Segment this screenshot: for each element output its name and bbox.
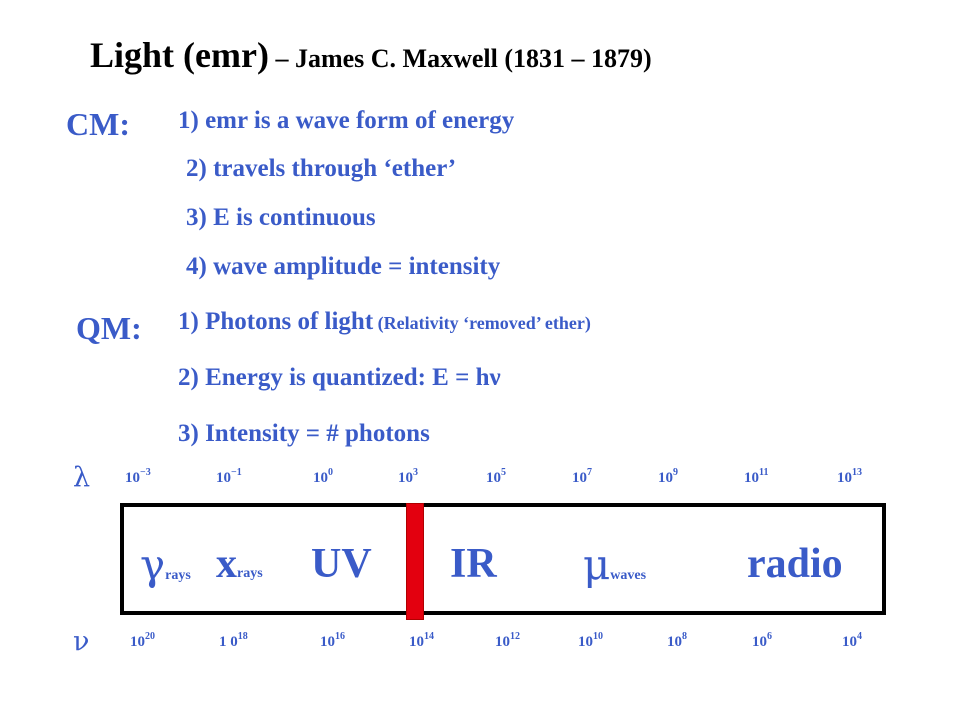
qm-item-1-main: 1) Photons of light <box>178 308 374 335</box>
microwaves-label: μwaves <box>583 540 646 589</box>
cm-item-3: 3) E is continuous <box>186 204 376 231</box>
cm-label: CM: <box>66 106 130 142</box>
frequency-tick: 1014 <box>409 631 434 651</box>
wavelength-tick: 10−3 <box>125 467 151 487</box>
frequency-tick: 106 <box>752 631 772 651</box>
cm-item-2: 2) travels through ‘ether’ <box>186 155 457 182</box>
x-subscript: rays <box>237 566 263 581</box>
x-symbol: x <box>216 541 237 587</box>
title-subtitle: – James C. Maxwell (1831 – 1879) <box>268 44 652 73</box>
frequency-tick: 1016 <box>320 631 345 651</box>
micro-symbol: μ <box>583 540 611 589</box>
page-title: Light (emr) – James C. Maxwell (1831 – 1… <box>90 34 652 76</box>
frequency-tick: 1020 <box>130 631 155 651</box>
frequency-tick: 1 018 <box>219 631 248 651</box>
cm-item-1: 1) emr is a wave form of energy <box>178 107 515 134</box>
frequency-tick: 1010 <box>578 631 603 651</box>
qm-item-1-note: (Relativity ‘removed’ ether) <box>373 313 591 333</box>
gamma-subscript: rays <box>165 568 191 583</box>
wavelength-tick: 103 <box>398 467 418 487</box>
wavelength-tick: 10−1 <box>216 467 242 487</box>
wavelength-tick: 1011 <box>744 467 769 487</box>
qm-item-3: 3) Intensity = # photons <box>178 420 430 447</box>
qm-item-2: 2) Energy is quantized: E = hν <box>178 364 501 391</box>
frequency-tick: 104 <box>842 631 862 651</box>
radio-label: radio <box>747 541 843 587</box>
qm-item-1: 1) Photons of light (Relativity ‘removed… <box>178 308 591 336</box>
micro-subscript: waves <box>610 568 647 583</box>
wavelength-tick: 109 <box>658 467 678 487</box>
x-rays-label: xrays <box>216 540 263 588</box>
uv-label: UV <box>311 541 372 587</box>
frequency-tick: 1012 <box>495 631 520 651</box>
wavelength-tick: 105 <box>486 467 506 487</box>
qm-label: QM: <box>76 310 142 346</box>
title-main: Light (emr) <box>90 35 269 75</box>
wavelength-tick: 1013 <box>837 467 862 487</box>
gamma-rays-label: γrays <box>140 540 191 589</box>
cm-item-4: 4) wave amplitude = intensity <box>186 253 501 280</box>
wavelength-tick: 107 <box>572 467 592 487</box>
gamma-symbol: γ <box>140 540 166 589</box>
spectrum-box <box>120 503 886 615</box>
wavelength-tick: 100 <box>313 467 333 487</box>
ir-label: IR <box>450 541 497 587</box>
visible-light-bar <box>406 503 424 620</box>
wavelength-symbol: λ <box>73 462 91 493</box>
frequency-tick: 108 <box>667 631 687 651</box>
frequency-symbol: ν <box>73 626 90 657</box>
